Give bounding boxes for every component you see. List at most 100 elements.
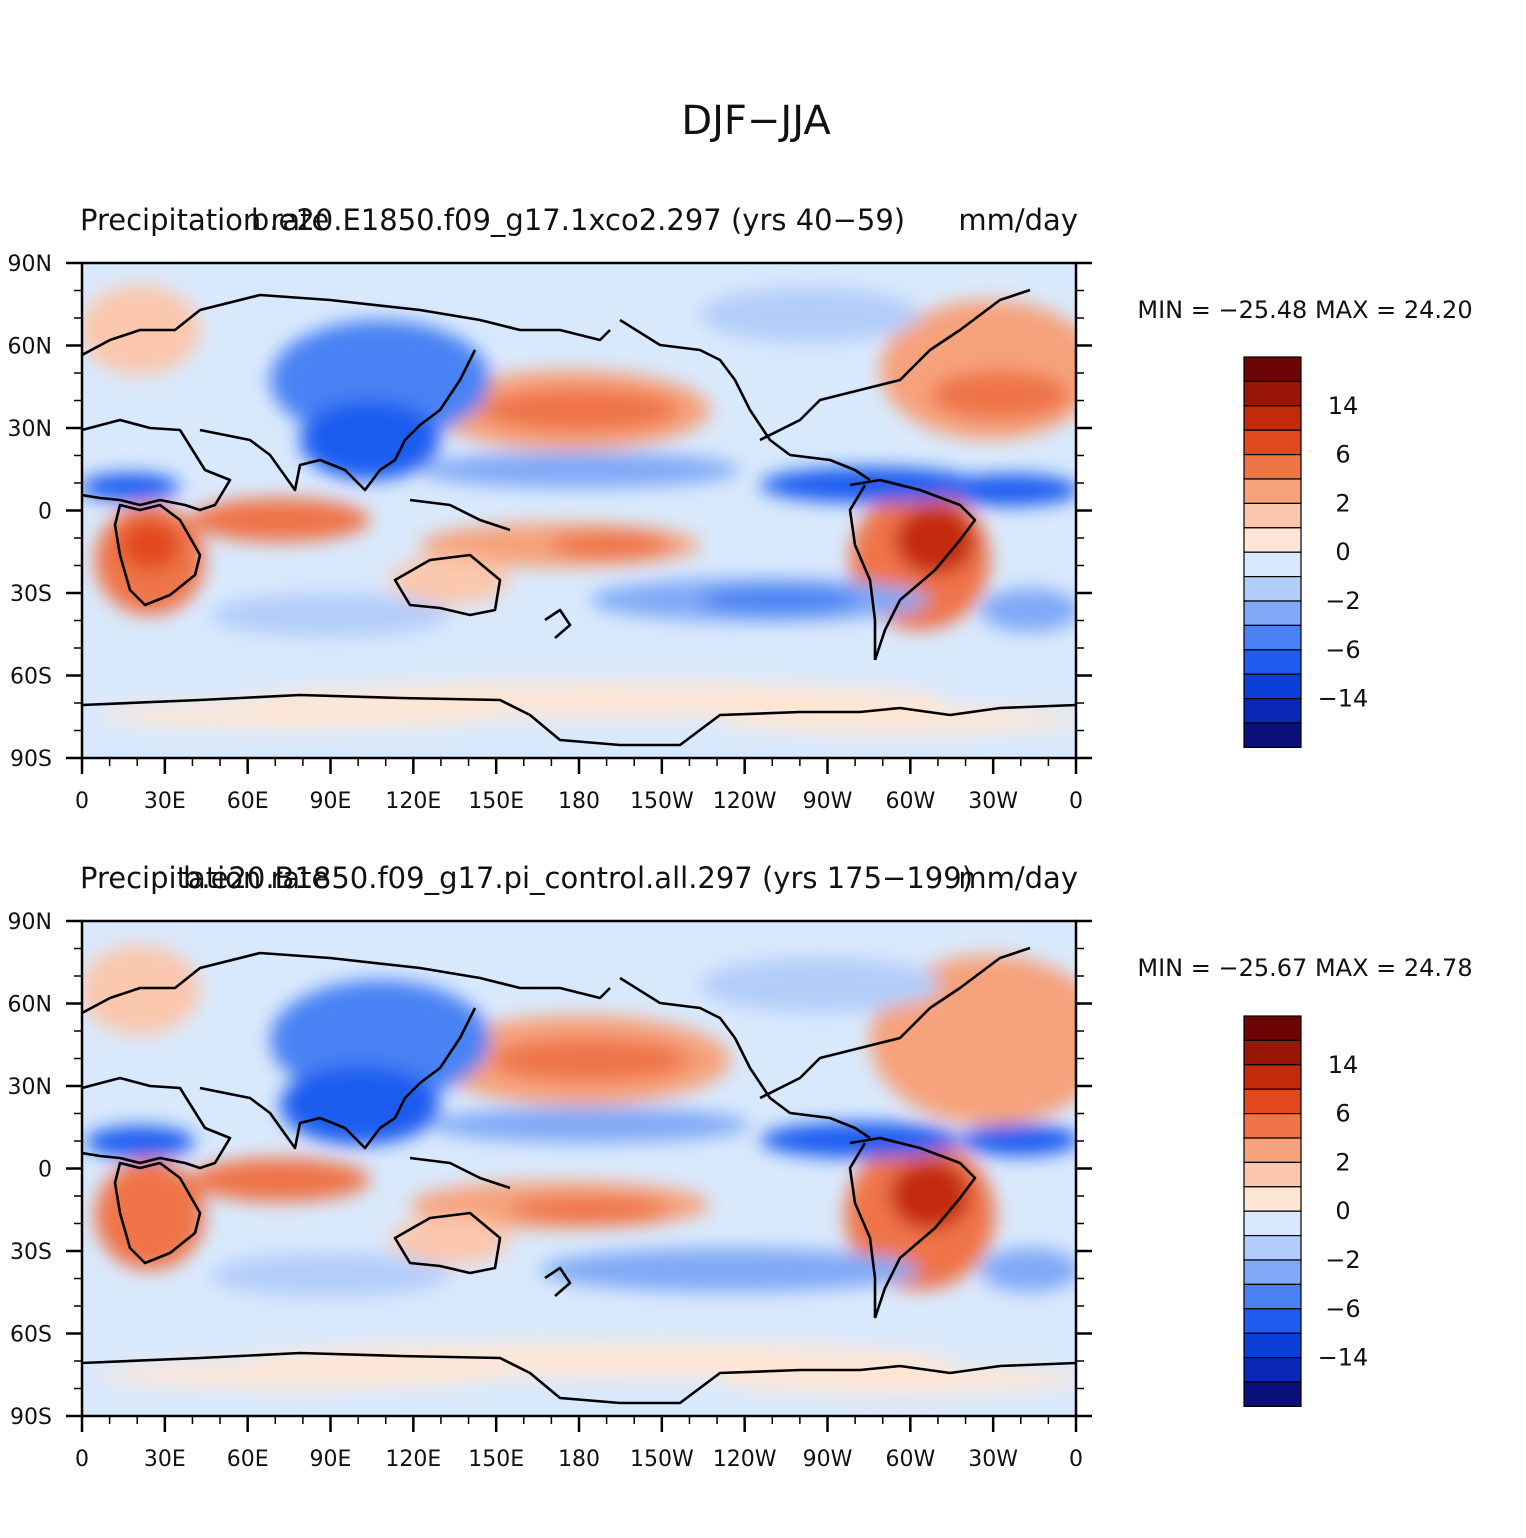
colorbar-label: 2 — [1335, 1148, 1350, 1176]
colorbar-swatch — [1243, 697, 1302, 724]
lon-tick-label: 180 — [558, 1447, 600, 1472]
lon-tick-label: 0 — [1069, 789, 1083, 814]
lon-tick-label: 90E — [310, 789, 352, 814]
map-panel-bottom: Precipitation rate b.e20.B1850.f09_g17.p… — [80, 861, 1078, 1418]
colorbar-swatch — [1243, 1039, 1302, 1066]
lon-tick-label: 120W — [713, 789, 777, 814]
colorbar-swatch — [1243, 1332, 1302, 1359]
colorbar-swatch — [1243, 1161, 1302, 1188]
colorbar-swatch — [1243, 1015, 1302, 1041]
lon-tick-label: 30E — [144, 1447, 186, 1472]
minmax-label-bottom: MIN = −25.67 MAX = 24.78 — [1137, 954, 1472, 982]
lon-tick-label: 150E — [468, 789, 524, 814]
colorbar-label: −6 — [1325, 1295, 1360, 1323]
lon-tick-label: 180 — [558, 789, 600, 814]
colorbar-swatch — [1243, 527, 1302, 553]
panel-left-title: Precipitation rate — [80, 861, 329, 895]
panel-left-title: Precipitation rate — [80, 203, 329, 237]
lat-tick-label: 60N — [8, 335, 52, 360]
lon-tick-label: 60W — [885, 1447, 935, 1472]
colorbar-swatch — [1243, 624, 1302, 651]
colorbar-swatch — [1243, 478, 1302, 504]
colorbar-label: −14 — [1318, 1344, 1369, 1372]
colorbar-swatch — [1243, 502, 1302, 529]
colorbar-label: 14 — [1328, 392, 1359, 420]
colorbar-swatch — [1243, 1210, 1302, 1237]
axes-layer: 90N 60N 30N 0 30S 60S 90S 0 30E 60E 90E 120E 150E 180… — [8, 252, 1092, 1472]
colorbar-swatch — [1243, 1356, 1302, 1383]
colorbar-swatch — [1243, 1259, 1302, 1285]
lat-tick-label: 30N — [8, 417, 52, 442]
colorbar-label: −2 — [1325, 1246, 1360, 1274]
lat-tick-label: 90S — [10, 747, 52, 772]
panel-units: mm/day — [958, 203, 1078, 237]
colorbar-swatch — [1243, 1186, 1302, 1212]
colorbar-swatch — [1243, 722, 1302, 748]
colorbar-swatch — [1243, 1088, 1302, 1115]
colorbar-swatch — [1243, 429, 1302, 456]
colorbar-swatch — [1243, 1064, 1302, 1090]
colorbar-label: 2 — [1335, 489, 1350, 517]
colorbar-label: 6 — [1335, 1100, 1350, 1128]
lon-tick-label: 0 — [75, 1447, 89, 1472]
colorbar-swatch — [1243, 600, 1302, 626]
lon-tick-label: 120W — [713, 1447, 777, 1472]
lat-tick-label: 90N — [8, 910, 52, 935]
colorbar-label: −14 — [1318, 685, 1369, 713]
colorbar-swatch — [1243, 356, 1302, 382]
contour-field — [82, 921, 1076, 1416]
lat-tick-label: 60N — [8, 993, 52, 1018]
lon-tick-label: 60E — [227, 789, 269, 814]
panel-center-title: b.e20.B1850.f09_g17.pi_control.all.297 (… — [183, 861, 973, 895]
lon-tick-label: 120E — [385, 1447, 441, 1472]
colorbar-swatch — [1243, 1234, 1302, 1261]
lon-tick-label: 30W — [968, 789, 1018, 814]
coastlines — [82, 946, 1076, 1405]
colorbar-swatch — [1243, 1308, 1302, 1334]
lon-tick-label: 0 — [1069, 1447, 1083, 1472]
colorbar-swatch — [1243, 380, 1302, 407]
lat-tick-label: 60S — [10, 665, 52, 690]
colorbar-label: 14 — [1328, 1051, 1359, 1079]
colorbar-swatch — [1243, 1137, 1302, 1163]
lat-tick-label: 30S — [10, 1240, 52, 1265]
panel-center-title: b.e20.E1850.f09_g17.1xco2.297 (yrs 40−59… — [251, 203, 905, 237]
lon-tick-label: 60E — [227, 1447, 269, 1472]
colorbar-swatch — [1243, 405, 1302, 431]
axes-panel-bottom: 90N 60N 30N 0 30S 60S 90S 0 30E 60E 90E 120E 150E 180… — [8, 910, 1092, 1472]
lon-tick-label: 90W — [803, 1447, 853, 1472]
lat-tick-label: 0 — [38, 1158, 52, 1183]
lat-tick-label: 30S — [10, 582, 52, 607]
lon-tick-label: 0 — [75, 789, 89, 814]
axes-panel-top: 90N 60N 30N 0 30S 60S 90S 0 30E 60E 90E 120E 150E 180… — [8, 252, 1092, 814]
lon-tick-label: 30W — [968, 1447, 1018, 1472]
colorbar-swatch — [1243, 551, 1302, 578]
colorbar-swatch — [1243, 649, 1302, 675]
colorbar-label: 6 — [1335, 441, 1350, 469]
contour-field — [82, 263, 1076, 758]
lat-tick-label: 90N — [8, 252, 52, 277]
lon-tick-label: 120E — [385, 789, 441, 814]
colorbar-label: −2 — [1325, 587, 1360, 615]
lat-tick-label: 0 — [38, 500, 52, 525]
lat-tick-label: 30N — [8, 1075, 52, 1100]
colorbar-top: 14 6 2 0 −2 −6 −14 — [1243, 356, 1369, 748]
colorbar-label: 0 — [1335, 538, 1350, 566]
colorbar-swatch — [1243, 1381, 1302, 1407]
colorbar-swatch — [1243, 575, 1302, 602]
minmax-label-top: MIN = −25.48 MAX = 24.20 — [1137, 296, 1472, 324]
lon-tick-label: 90W — [803, 789, 853, 814]
colorbar-bottom: 14 6 2 0 −2 −6 −14 — [1243, 1015, 1369, 1407]
panel-units: mm/day — [958, 861, 1078, 895]
lon-tick-label: 60W — [885, 789, 935, 814]
lon-tick-label: 150E — [468, 1447, 524, 1472]
coastlines — [82, 288, 1076, 747]
lon-tick-label: 90E — [310, 1447, 352, 1472]
lon-tick-label: 150W — [630, 789, 694, 814]
lat-tick-label: 90S — [10, 1405, 52, 1430]
figure-title: DJF−JJA — [681, 98, 831, 144]
colorbar-swatch — [1243, 673, 1302, 700]
colorbar-swatch — [1243, 1112, 1302, 1139]
colorbar-label: −6 — [1325, 636, 1360, 664]
